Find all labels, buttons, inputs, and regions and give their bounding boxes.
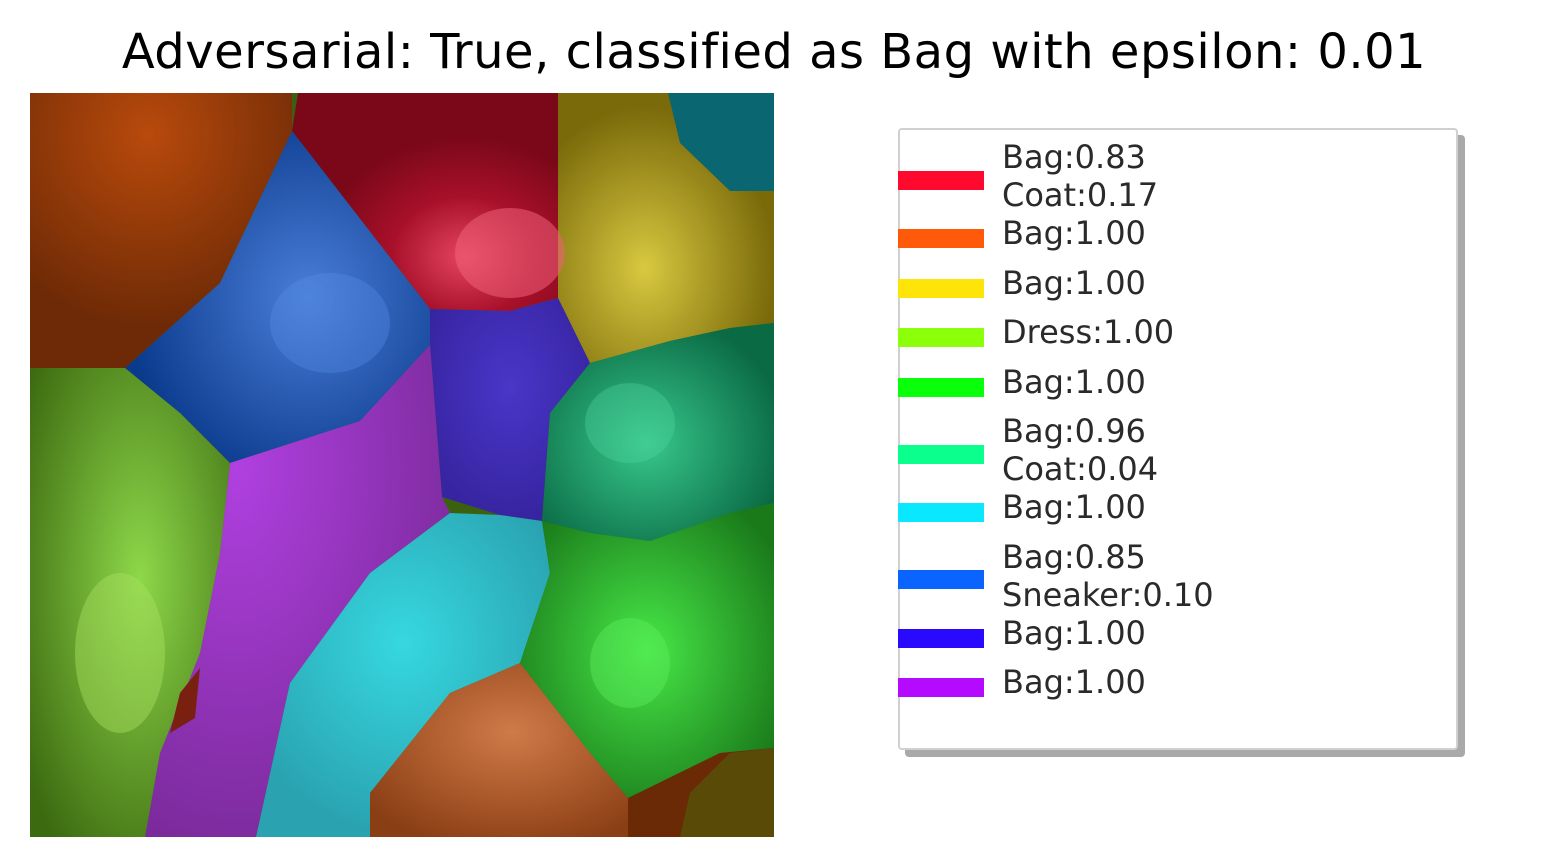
segment-blue <box>125 131 430 463</box>
legend-color-swatch <box>898 570 984 589</box>
legend-color-swatch <box>898 678 984 698</box>
legend-color-swatch <box>898 628 984 648</box>
segment-yellow <box>558 93 774 363</box>
legend-label: Bag:1.00 <box>1002 663 1146 701</box>
legend-label: Bag:1.00 <box>1002 613 1146 652</box>
highlight-green <box>590 618 670 708</box>
legend-entry: Bag:1.00 <box>898 214 1440 264</box>
legend-entry: Bag:0.85 Sneaker:0.10 <box>898 537 1440 614</box>
segment-olive-bottom-right <box>680 748 774 837</box>
highlight-red <box>455 208 565 298</box>
segment-lime-left <box>30 368 230 837</box>
legend-label: Bag:1.00 <box>1002 214 1146 252</box>
segment-purple <box>145 345 450 837</box>
legend-entry: Bag:1.00 <box>898 362 1440 413</box>
segment-cyan <box>256 513 550 837</box>
legend-label: Bag:1.00 <box>1002 362 1146 401</box>
legend-color-swatch <box>898 377 984 397</box>
highlight-blue <box>270 273 390 373</box>
legend-label: Sneaker:0.10 <box>1002 575 1214 614</box>
legend-label: Bag:1.00 <box>1002 263 1146 302</box>
legend-label: Bag:1.00 <box>1002 488 1146 526</box>
legend-entry: Bag:1.00 <box>898 613 1440 664</box>
legend-color-swatch <box>898 503 984 523</box>
legend-entry: Bag:1.00 <box>898 263 1440 314</box>
segment-mint <box>542 323 774 541</box>
legend-label: Bag:0.83 <box>1002 138 1146 176</box>
segmented-image <box>30 93 774 837</box>
segment-green <box>520 503 774 798</box>
legend-color-swatch <box>898 170 984 190</box>
segment-dark-red-sliver <box>170 668 200 733</box>
highlight-mint <box>585 383 675 463</box>
legend-label: Coat:0.17 <box>1002 176 1159 214</box>
legend-entry: Bag:0.96 Coat:0.04 <box>898 412 1440 488</box>
highlight-lime <box>75 573 165 733</box>
segment-teal-top-right <box>668 93 774 191</box>
legend-color-swatch <box>898 278 984 298</box>
legend-entry: Bag:0.83 Coat:0.17 <box>898 138 1440 214</box>
legend-label: Bag:0.85 <box>1002 537 1146 576</box>
legend-entry: Bag:1.00 <box>898 488 1440 538</box>
legend-entry: Bag:1.00 <box>898 663 1440 713</box>
legend-color-swatch <box>898 328 984 348</box>
legend-label: Bag:0.96 <box>1002 412 1146 450</box>
legend-color-swatch <box>898 229 984 249</box>
legend-label: Coat:0.04 <box>1002 450 1159 488</box>
legend-label: Dress:1.00 <box>1002 313 1175 351</box>
legend-entry: Dress:1.00 <box>898 313 1440 363</box>
figure-title: Adversarial: True, classified as Bag wit… <box>121 24 1427 80</box>
segment-indigo <box>430 298 590 521</box>
legend: Bag:0.83 Coat:0.17 Bag:1.00 Bag:1.00 Dress:1… <box>898 128 1458 750</box>
segment-orange-top-left <box>30 93 292 368</box>
segment-peach <box>370 663 628 837</box>
legend-color-swatch <box>898 444 984 464</box>
